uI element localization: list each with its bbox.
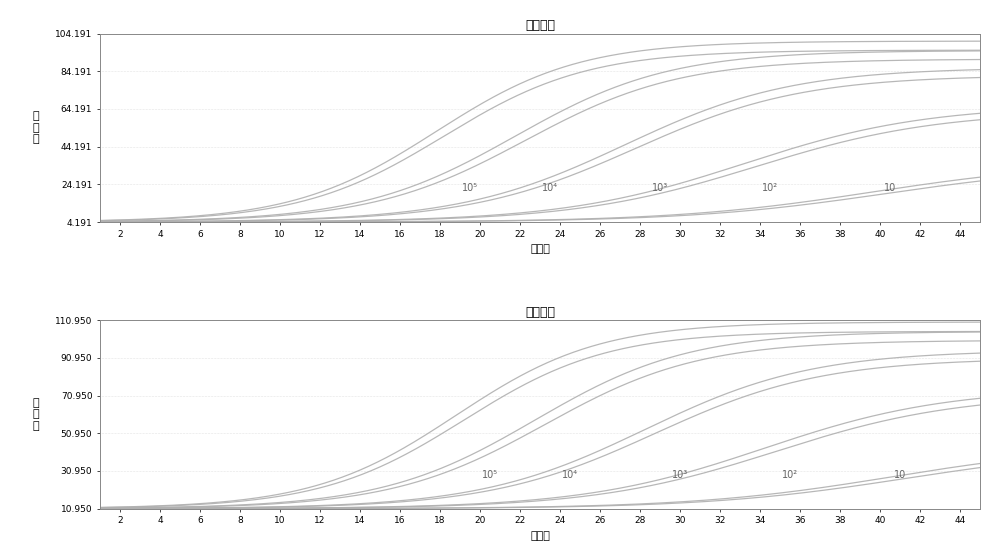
Text: 10⁵: 10⁵ [482,470,498,480]
Text: 10⁴: 10⁴ [542,183,558,193]
Text: 10⁵: 10⁵ [462,183,478,193]
Text: 10: 10 [894,470,906,480]
Text: 10²: 10² [762,183,778,193]
Text: 10: 10 [884,183,896,193]
Text: 10²: 10² [782,470,798,480]
Y-axis label: 荧
光
值: 荧 光 值 [32,111,39,144]
X-axis label: 循环数: 循环数 [530,244,550,254]
Title: 扩增曲线: 扩增曲线 [525,20,555,32]
Text: 10⁴: 10⁴ [562,470,578,480]
Text: 10³: 10³ [672,470,688,480]
X-axis label: 循环数: 循环数 [530,531,550,541]
Title: 扩增曲线: 扩增曲线 [525,306,555,319]
Text: 10³: 10³ [652,183,668,193]
Y-axis label: 荧
光
值: 荧 光 值 [32,398,39,431]
